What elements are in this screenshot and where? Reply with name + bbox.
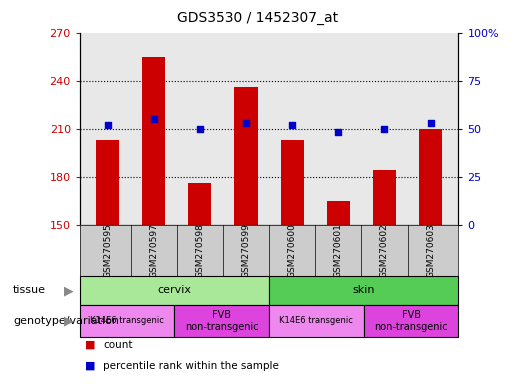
Text: GSM270601: GSM270601	[334, 223, 343, 278]
Text: genotype/variation: genotype/variation	[13, 316, 119, 326]
Bar	[80, 305, 175, 337]
Text: GSM270603: GSM270603	[426, 223, 435, 278]
Point	[334, 129, 342, 136]
Bar	[269, 305, 364, 337]
Text: GSM270602: GSM270602	[380, 223, 389, 278]
Text: tissue: tissue	[13, 285, 46, 296]
Text: GSM270597: GSM270597	[149, 223, 158, 278]
Point	[381, 126, 389, 132]
Text: GSM270599: GSM270599	[242, 223, 250, 278]
Bar	[327, 201, 350, 225]
Bar	[96, 140, 119, 225]
Text: count: count	[103, 340, 132, 350]
Point	[196, 126, 204, 132]
Text: GSM270598: GSM270598	[195, 223, 204, 278]
Text: ■: ■	[85, 361, 95, 371]
Text: ▶: ▶	[64, 314, 73, 327]
Bar	[269, 276, 458, 305]
Point	[288, 122, 296, 128]
Bar	[364, 305, 458, 337]
Text: skin: skin	[352, 285, 375, 296]
Text: percentile rank within the sample: percentile rank within the sample	[103, 361, 279, 371]
Text: ■: ■	[85, 340, 95, 350]
Bar	[281, 140, 304, 225]
Text: FVB
non-transgenic: FVB non-transgenic	[185, 310, 259, 332]
Bar	[80, 276, 269, 305]
Text: GSM270595: GSM270595	[103, 223, 112, 278]
Bar	[234, 87, 258, 225]
Bar	[373, 170, 396, 225]
Text: K14E6 transgenic: K14E6 transgenic	[90, 316, 164, 325]
Text: GSM270600: GSM270600	[288, 223, 297, 278]
Bar	[188, 183, 211, 225]
Point	[104, 122, 112, 128]
Text: FVB
non-transgenic: FVB non-transgenic	[374, 310, 448, 332]
Bar	[419, 129, 442, 225]
Bar	[175, 305, 269, 337]
Text: K14E6 transgenic: K14E6 transgenic	[280, 316, 353, 325]
Text: cervix: cervix	[158, 285, 192, 296]
Point	[242, 120, 250, 126]
Bar	[142, 57, 165, 225]
Text: GDS3530 / 1452307_at: GDS3530 / 1452307_at	[177, 11, 338, 25]
Point	[149, 116, 158, 122]
Point	[426, 120, 435, 126]
Text: ▶: ▶	[64, 284, 73, 297]
